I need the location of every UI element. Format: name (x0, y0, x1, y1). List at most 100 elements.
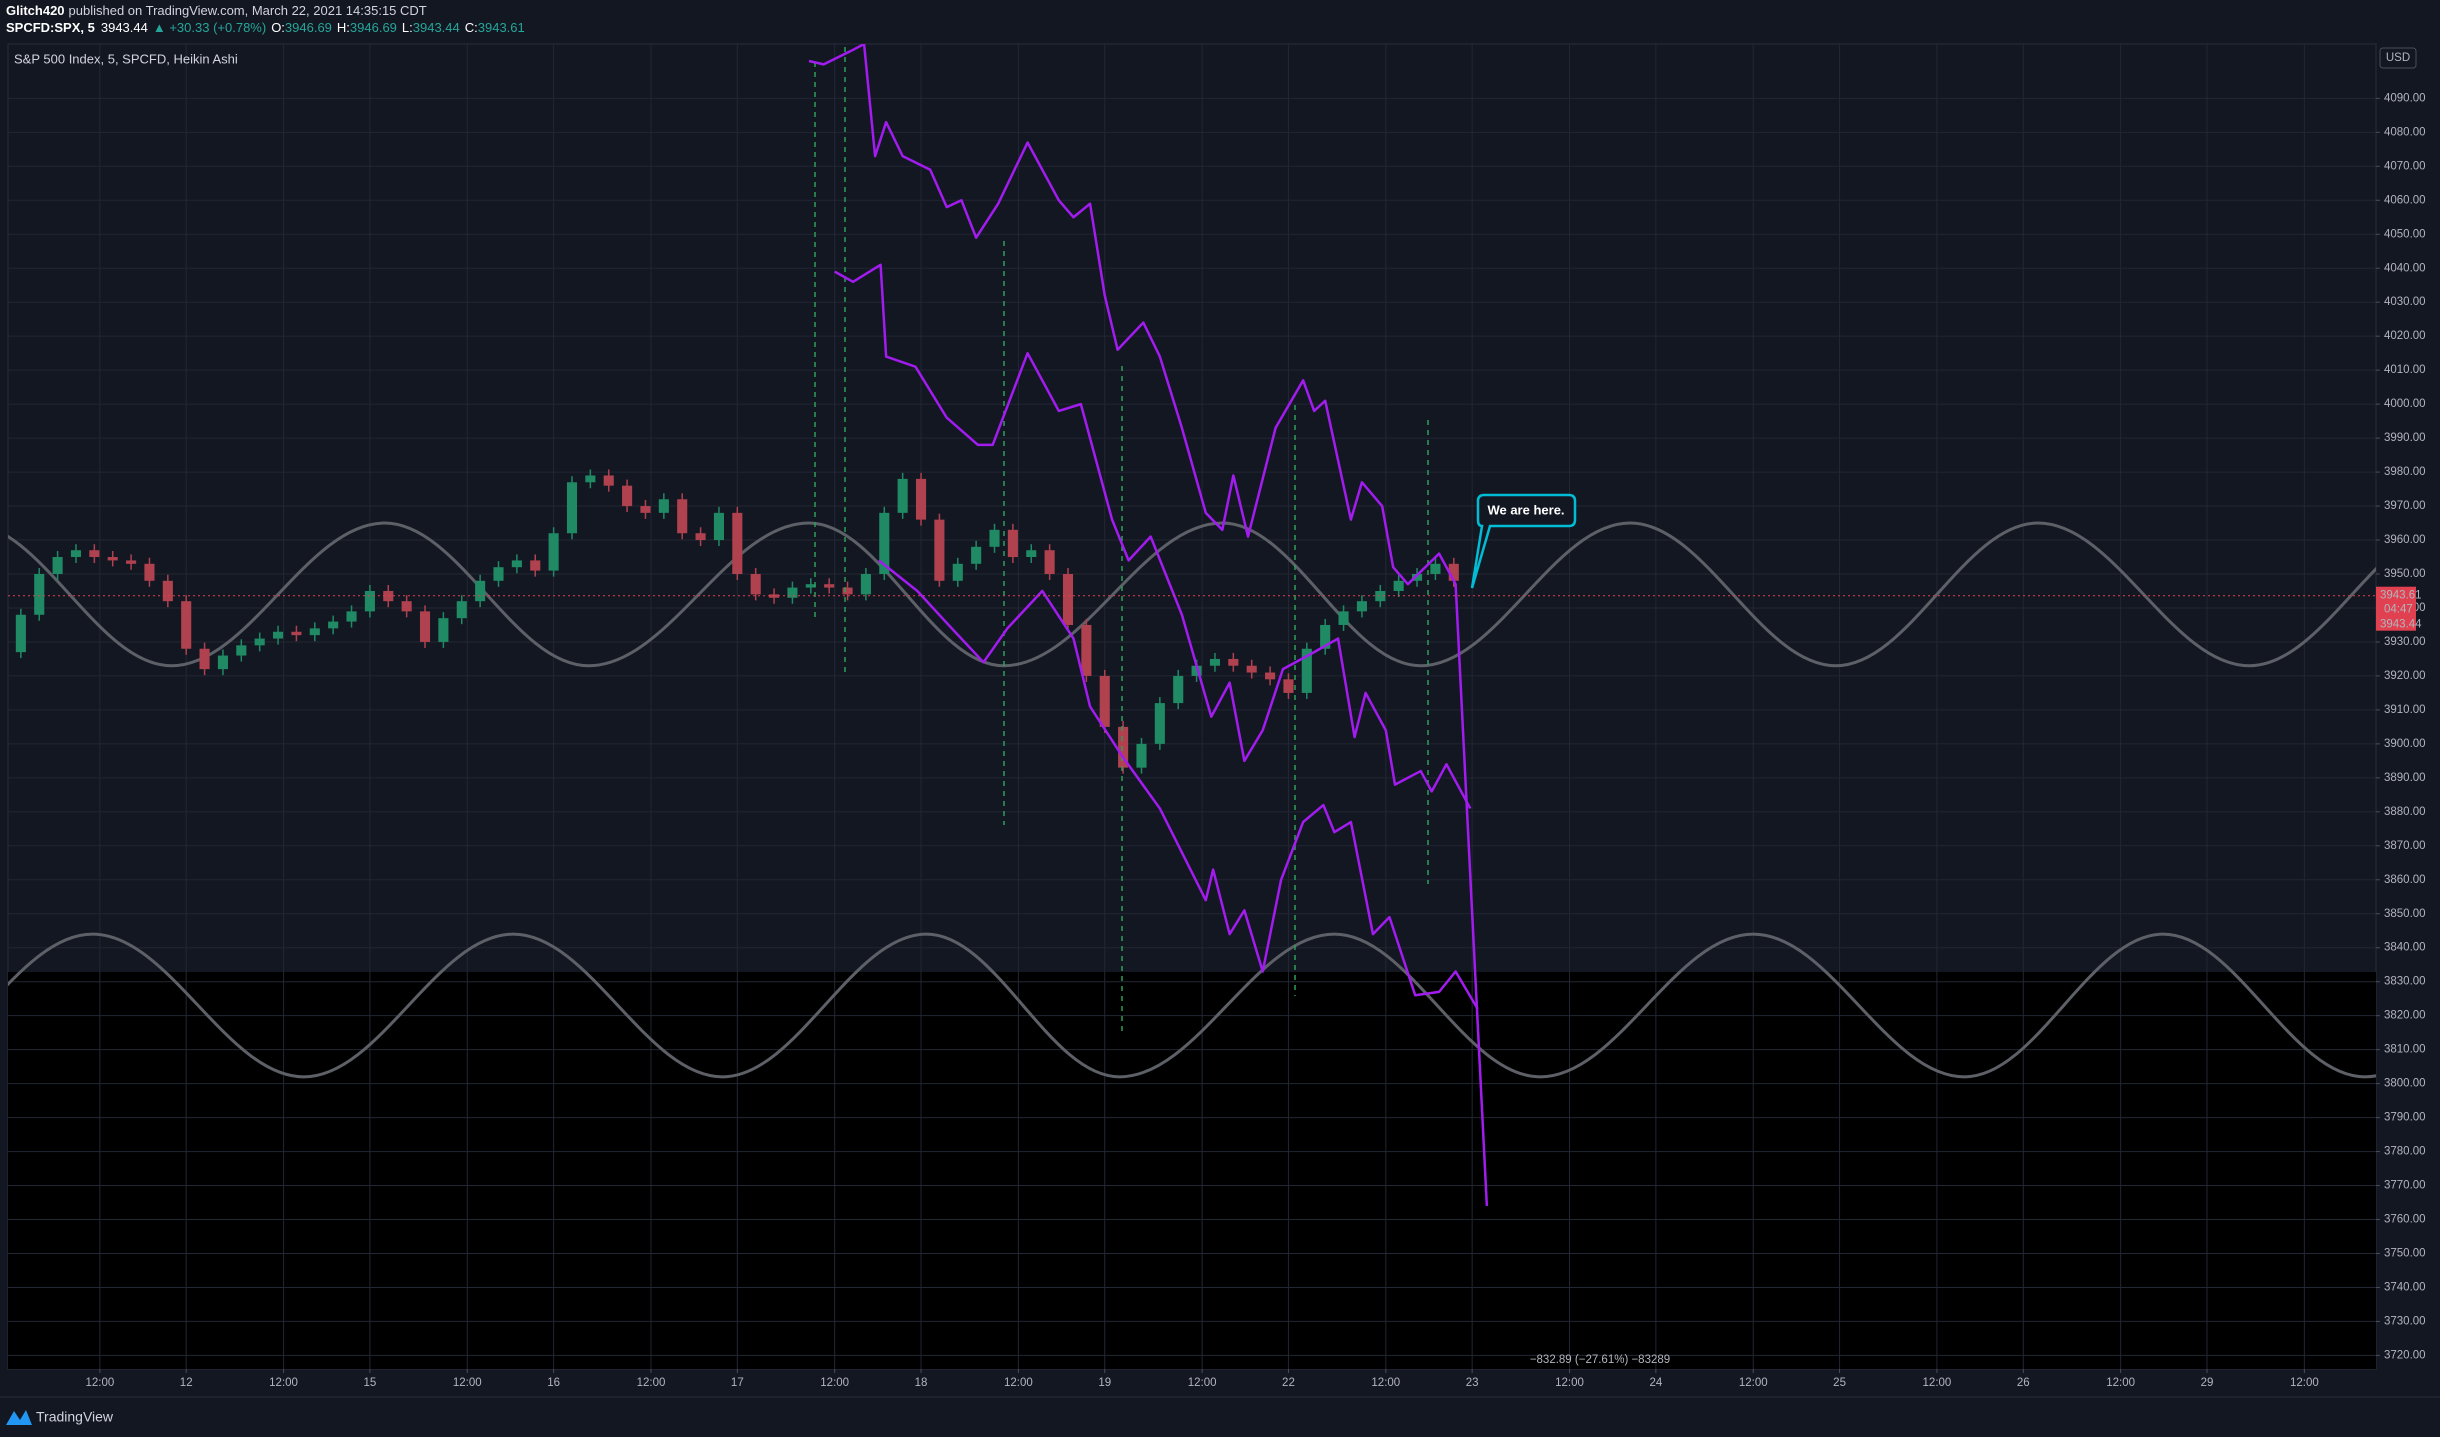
candle (548, 533, 559, 571)
y-tick-label: 3760.00 (2384, 1214, 2426, 1226)
candle (750, 574, 761, 595)
candle (530, 560, 541, 571)
candle (1099, 675, 1110, 727)
candle (879, 512, 890, 574)
candle (952, 563, 963, 581)
y-tick-label: 4080.00 (2384, 126, 2426, 138)
candle (1007, 529, 1018, 558)
brand[interactable]: TradingView (6, 1409, 114, 1425)
candle (658, 499, 669, 513)
candle (1246, 665, 1257, 673)
candle (475, 580, 486, 602)
high-label: H: (337, 20, 350, 35)
symbol: SPCFD:SPX, 5 (6, 20, 95, 35)
x-tick-label: 12:00 (2290, 1377, 2319, 1389)
x-tick-label: 12:00 (1555, 1377, 1584, 1389)
price-tag-box (2376, 586, 2416, 631)
y-tick-label: 3950.00 (2384, 568, 2426, 580)
candle (126, 560, 137, 564)
currency-box[interactable] (2379, 47, 2417, 69)
candle (1375, 590, 1386, 602)
y-tick-label: 3890.00 (2384, 772, 2426, 784)
candle (272, 631, 284, 639)
candle (1448, 563, 1459, 581)
overlays (8, 44, 2376, 1206)
x-tick-label: 12:00 (1188, 1377, 1217, 1389)
candle (309, 628, 320, 636)
x-tick-label: 12:00 (1371, 1377, 1400, 1389)
x-tick-label: 12 (180, 1377, 193, 1389)
y-tick-label: 3780.00 (2384, 1146, 2426, 1158)
y-tick-label: 3810.00 (2384, 1044, 2426, 1056)
low: 3943.44 (413, 20, 460, 35)
candle (732, 512, 743, 574)
y-tick-label: 4090.00 (2384, 92, 2426, 104)
x-tick-label: 12:00 (269, 1377, 298, 1389)
candle (842, 587, 853, 595)
brand-name: TradingView (36, 1409, 114, 1425)
candle (971, 546, 982, 564)
symbol-line: SPCFD:SPX, 5 3943.44 ▲ +30.33 (+0.78%) O:39… (6, 20, 525, 35)
high: 3946.69 (350, 20, 397, 35)
close-label: C: (465, 20, 478, 35)
candle (915, 478, 927, 520)
candle (860, 574, 871, 595)
callout: We are here. (1470, 493, 1577, 589)
candle (364, 590, 375, 612)
candle (1228, 658, 1239, 666)
chart-title: S&P 500 Index, 5, SPCFD, Heikin Ashi (14, 51, 238, 66)
y-tick-label: 4000.00 (2384, 398, 2426, 410)
candle (328, 621, 339, 629)
candle (254, 638, 265, 646)
y-tick-label: 4020.00 (2384, 330, 2426, 342)
x-tick-label: 23 (1466, 1377, 1479, 1389)
candle (1154, 703, 1165, 744)
shaded-region (8, 972, 2376, 1369)
y-tick-label: 3790.00 (2384, 1112, 2426, 1124)
y-tick-label: 3930.00 (2384, 636, 2426, 648)
candle (640, 506, 651, 513)
x-tick-label: 26 (2017, 1377, 2030, 1389)
candle (989, 529, 1000, 547)
y-tick-label: 4050.00 (2384, 228, 2426, 240)
x-tick-label: 29 (2201, 1377, 2214, 1389)
x-tick-label: 12:00 (453, 1377, 482, 1389)
candle (1026, 550, 1037, 558)
candle (1062, 574, 1074, 625)
candle (1118, 726, 1129, 768)
candle (70, 550, 82, 558)
candle (1136, 743, 1147, 768)
candle (566, 482, 578, 534)
y-tick-label: 3720.00 (2384, 1349, 2426, 1361)
change: ▲ +30.33 (+0.78%) (153, 20, 266, 35)
open-label: O: (271, 20, 285, 35)
vertical-markers (814, 47, 1429, 1035)
projection-line (878, 559, 1479, 1010)
price-tag: 3943.61 (2380, 590, 2422, 602)
published: published on TradingView.com, March 22, … (69, 3, 427, 18)
candle (1265, 672, 1276, 680)
candle (52, 557, 63, 574)
candle (419, 611, 431, 642)
candle (677, 499, 688, 534)
author: Glitch420 (6, 3, 65, 18)
candle (897, 478, 908, 513)
candle (1411, 574, 1423, 581)
y-tick-label: 4010.00 (2384, 364, 2426, 376)
candle (1356, 601, 1367, 612)
plot (15, 469, 1459, 774)
candle (695, 533, 706, 541)
low-label: L: (402, 20, 413, 35)
y-tick-label: 4060.00 (2384, 194, 2426, 206)
brand-logo (6, 1410, 32, 1425)
author-line: Glitch420 published on TradingView.com, M… (6, 3, 427, 18)
candle (585, 475, 596, 483)
x-tick-label: 12:00 (85, 1377, 114, 1389)
candle (713, 512, 725, 541)
candle (456, 601, 467, 619)
x-tick-label: 12:00 (1004, 1377, 1033, 1389)
candle (787, 587, 798, 598)
open: 3946.69 (285, 20, 332, 35)
candle (1081, 624, 1092, 676)
